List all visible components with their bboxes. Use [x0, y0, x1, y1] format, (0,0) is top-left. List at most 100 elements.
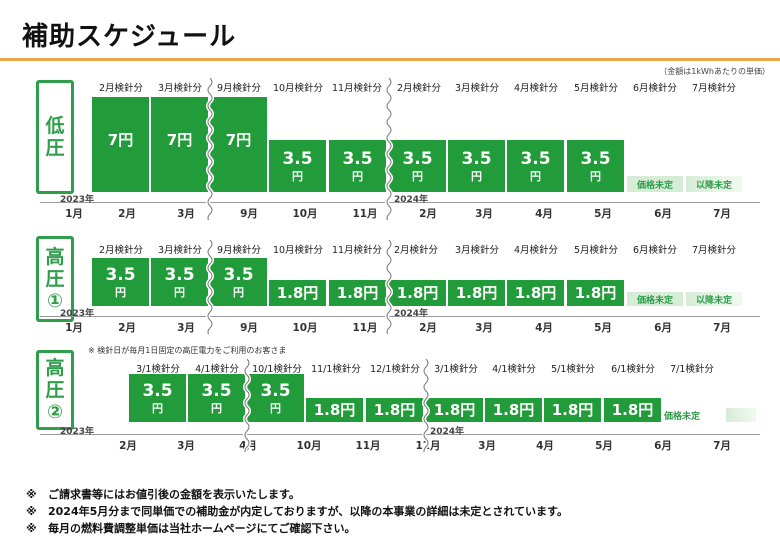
- pending-box: 価格未定: [664, 411, 701, 422]
- subsidy-bar: 1.8円: [507, 280, 564, 306]
- subsidy-bar: 1.8円: [604, 398, 661, 422]
- section-label-char: 圧: [45, 379, 65, 401]
- column-label: 9月検針分: [216, 245, 262, 256]
- year-label: 2023年: [60, 309, 95, 319]
- column-label: 2月検針分: [98, 83, 144, 94]
- column-label: 5/1検針分: [551, 364, 595, 375]
- section-label-char: 低: [45, 115, 65, 137]
- subsidy-bar: 1.8円: [389, 280, 446, 306]
- month-label: 4月: [535, 208, 553, 220]
- column-label: 7月検針分: [691, 245, 737, 256]
- pending-box: 以降未定: [686, 292, 742, 306]
- month-label: 9月: [240, 208, 258, 220]
- bar-unit: 円: [233, 285, 244, 299]
- subsidy-bar: 1.8円: [366, 398, 423, 422]
- column-label: 2月検針分: [98, 245, 144, 256]
- column-label: 10月検針分: [272, 83, 324, 94]
- month-label: 2月: [118, 322, 136, 334]
- bar-value: 1.8円: [574, 283, 617, 302]
- bar-value: 3.5: [260, 380, 291, 401]
- column-label: 2月検針分: [396, 83, 442, 94]
- bar-value: 1.8円: [433, 400, 476, 419]
- timeline-break-mark: [206, 240, 214, 334]
- month-label: 3月: [475, 322, 493, 334]
- pending-fade: [726, 408, 756, 422]
- month-label: 2月: [419, 322, 437, 334]
- bar-value: 1.8円: [396, 283, 439, 302]
- subsidy-bar: 3.5 円: [188, 374, 245, 422]
- month-label: 6月: [654, 440, 672, 452]
- timeline-break-mark: [243, 359, 251, 452]
- subsidy-bar: 1.8円: [485, 398, 542, 422]
- bar-value: 3.5: [580, 148, 611, 169]
- bar-value: 3.5: [402, 148, 433, 169]
- month-label: 2月: [119, 440, 137, 452]
- section-label-char: ①: [46, 290, 64, 312]
- pending-box: 価格未定: [627, 292, 683, 306]
- bar-value: 3.5: [282, 148, 313, 169]
- bar-value: 3.5: [223, 264, 254, 285]
- bar-value: 1.8円: [611, 400, 654, 419]
- bar-unit: 円: [152, 401, 163, 415]
- month-label: 7月: [713, 322, 731, 334]
- subsidy-bar: 3.5 円: [151, 258, 208, 306]
- section-label-1: 低圧: [36, 80, 74, 194]
- year-label: 2023年: [60, 427, 95, 437]
- timeline-break-mark: [385, 78, 393, 220]
- footnotes: ※ ご請求書等にはお値引後の金額を表示いたします。 ※ 2024年5月分まで同単価で…: [26, 486, 568, 537]
- bar-value: 7円: [107, 131, 134, 149]
- column-label: 7月検針分: [691, 83, 737, 94]
- month-label: 2月: [118, 208, 136, 220]
- month-label: 3月: [177, 440, 195, 452]
- bar-value: 1.8円: [373, 400, 416, 419]
- bar-unit: 円: [174, 285, 185, 299]
- month-label: 11月: [355, 440, 381, 452]
- timeline-baseline: [40, 202, 760, 203]
- column-label: 11月検針分: [331, 245, 383, 256]
- footnote: ※ 2024年5月分まで同単価での補助金が内定しておりますが、以降の本事業の詳細は…: [26, 505, 568, 518]
- timeline-break-mark: [385, 240, 393, 334]
- year-label: 2024年: [394, 309, 429, 319]
- bar-unit: 円: [115, 285, 126, 299]
- month-label: 3月: [475, 208, 493, 220]
- column-label: 3月検針分: [454, 83, 500, 94]
- month-label: 1月: [65, 208, 83, 220]
- bar-value: 3.5: [105, 264, 136, 285]
- section-label-char: ②: [46, 401, 64, 423]
- section-note: ※ 検針日が毎月1日固定の高圧電力をご利用のお客さま: [88, 346, 287, 355]
- bar-value: 3.5: [342, 148, 373, 169]
- column-label: 10月検針分: [272, 245, 324, 256]
- bar-unit: 円: [211, 401, 222, 415]
- column-label: 11月検針分: [331, 83, 383, 94]
- month-label: 1月: [65, 322, 83, 334]
- bar-value: 3.5: [520, 148, 551, 169]
- subsidy-bar: 3.5 円: [247, 374, 304, 422]
- page-title: 補助スケジュール: [22, 22, 237, 52]
- section-label-char: 高: [45, 357, 65, 379]
- timeline-break-mark: [422, 359, 430, 452]
- month-label: 10月: [296, 440, 322, 452]
- subsidy-bar: 7円: [151, 97, 208, 192]
- subsidy-bar: 3.5 円: [507, 140, 564, 192]
- bar-unit: 円: [270, 401, 281, 415]
- column-label: 4月検針分: [513, 245, 559, 256]
- month-label: 5月: [595, 440, 613, 452]
- bar-unit: 円: [590, 169, 601, 183]
- bar-value: 1.8円: [514, 283, 557, 302]
- month-label: 6月: [654, 208, 672, 220]
- subsidy-bar: 3.5 円: [269, 140, 326, 192]
- month-label: 7月: [713, 208, 731, 220]
- year-label: 2024年: [430, 427, 465, 437]
- month-label: 7月: [713, 440, 731, 452]
- subsidy-bar: 1.8円: [544, 398, 601, 422]
- bar-value: 3.5: [201, 380, 232, 401]
- column-label: 12/1検針分: [370, 364, 420, 375]
- column-label: 5月検針分: [573, 83, 619, 94]
- column-label: 3月検針分: [157, 245, 203, 256]
- bar-unit: 円: [471, 169, 482, 183]
- subsidy-bar: 3.5 円: [92, 258, 149, 306]
- subsidy-bar: 3.5 円: [210, 258, 267, 306]
- bar-unit: 円: [530, 169, 541, 183]
- column-label: 3/1検針分: [136, 364, 180, 375]
- footnote: ※ 毎月の燃料費調整単価は当社ホームページにてご確認下さい。: [26, 522, 356, 535]
